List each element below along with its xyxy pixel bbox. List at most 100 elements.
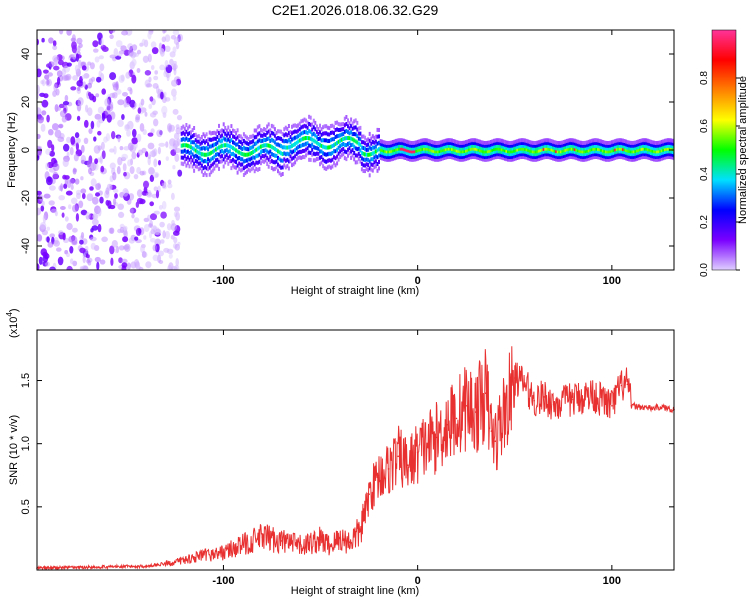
heatmap-cell [334,120,337,125]
heatmap-cell [646,149,649,154]
heatmap-cell [287,152,290,157]
heatmap-cell [365,162,368,167]
heatmap-cell [449,152,452,157]
heatmap-cell [95,192,100,197]
heatmap-cell [617,155,620,160]
heatmap-cell [216,157,219,162]
heatmap-cell [261,149,264,153]
heatmap-cell [227,149,230,154]
heatmap-cell [564,156,567,161]
heatmap-cell [519,138,522,143]
heatmap-cell [595,152,598,157]
heatmap-cell [357,141,360,146]
heatmap-cells [37,30,674,270]
heatmap-cell [172,30,180,36]
heatmap-cell [566,144,568,149]
heatmap-cell [381,156,384,161]
heatmap-cell [343,116,346,121]
heatmap-cell [604,146,607,151]
heatmap-cell [37,116,44,121]
heatmap-cell [171,192,175,200]
heatmap-cell [385,143,388,148]
heatmap-cell [505,151,508,156]
heatmap-cell [382,151,385,156]
heatmap-cell [185,150,188,155]
heatmap-cell [413,146,416,151]
heatmap-cell [351,137,354,142]
heatmap-cell [283,139,286,144]
heatmap-cell [622,149,624,154]
heatmap-cell [247,147,250,152]
heatmap-cell [671,152,674,157]
heatmap-cell [609,157,612,162]
heatmap-cell [455,151,458,156]
heatmap-cell [247,167,250,172]
heatmap-cell [583,155,586,159]
snr-point [368,493,370,496]
heatmap-cell [91,76,96,82]
heatmap-cell [598,138,601,143]
heatmap-cell [413,152,416,156]
heatmap-cell [514,153,517,158]
heatmap-cell [247,152,250,157]
heatmap-cell [458,149,461,154]
heatmap-cell [618,149,621,154]
heatmap-cell [536,146,539,151]
heatmap-cell [503,156,506,161]
heatmap-cell [336,120,339,125]
heatmap-cell [466,156,469,161]
heatmap-cell [370,162,373,167]
heatmap-cell [266,155,269,160]
heatmap-cell [256,146,259,151]
heatmap-cell [590,155,593,160]
heatmap-cell [441,145,444,150]
heatmap-cell [284,125,287,130]
heatmap-cell [522,146,525,151]
heatmap-cell [626,157,629,161]
heatmap-cell [180,137,183,142]
heatmap-cell [440,151,443,156]
heatmap-cell [100,37,104,47]
heatmap-cell [399,143,402,148]
heatmap-cell [409,143,412,148]
heatmap-cell [420,152,422,157]
heatmap-cell [235,148,238,153]
heatmap-cell [524,138,527,143]
heatmap-cell [347,153,349,158]
heatmap-cell [572,155,575,160]
heatmap-cell [434,140,436,145]
heatmap-cell [118,257,123,264]
heatmap-cell [578,148,581,153]
heatmap-cell [177,169,183,177]
heatmap-cell [452,150,455,155]
heatmap-cell [381,142,384,147]
heatmap-cell [516,144,519,149]
heatmap-cell [534,157,537,162]
heatmap-cell [458,154,461,159]
heatmap-cell [472,143,475,148]
heatmap-cell [438,143,441,148]
heatmap-cell [40,205,45,212]
heatmap-cell [225,148,228,153]
heatmap-cell [524,155,527,160]
heatmap-cell [328,138,331,143]
heatmap-cell [356,140,359,145]
heatmap-cell [601,140,604,144]
heatmap-cell [233,159,236,164]
heatmap-cell [359,142,362,147]
heatmap-cell [117,135,121,143]
heatmap-cell [41,37,45,43]
heatmap-cell [360,151,363,155]
heatmap-cell [437,152,440,157]
heatmap-cell [351,148,354,153]
heatmap-cell [373,140,376,145]
heatmap-cell [486,152,489,156]
heatmap-cell [412,143,415,148]
heatmap-cell [469,146,472,151]
heatmap-cell [263,148,266,153]
heatmap-cell [272,153,275,157]
heatmap-cell [569,155,572,159]
heatmap-cell [398,141,401,145]
heatmap-cell [600,139,603,144]
heatmap-cell [528,151,531,156]
